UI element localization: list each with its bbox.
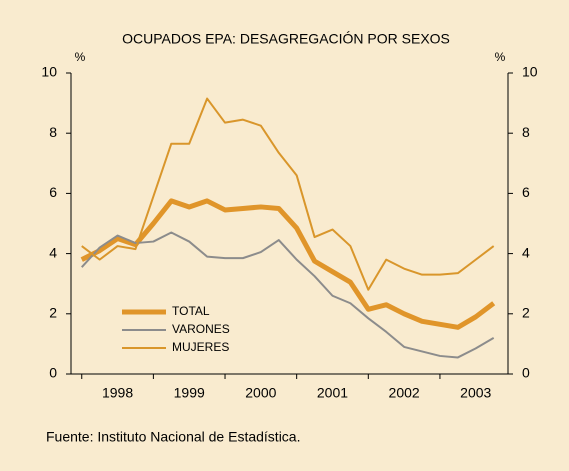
y-unit: %	[75, 50, 86, 64]
x-tick-label: 2002	[389, 385, 420, 401]
x-tick-label: 2003	[460, 385, 491, 401]
x-tick-label: 1999	[174, 385, 205, 401]
y-tick-label: 6	[49, 184, 57, 200]
source: Fuente: Instituto Nacional de Estadístic…	[46, 429, 300, 445]
legend-label: TOTAL	[172, 304, 210, 318]
y2-tick-label: 6	[522, 184, 530, 200]
y-tick-label: 0	[49, 365, 57, 381]
chart-title: OCUPADOS EPA: DESAGREGACIÓN POR SEXOS	[122, 31, 450, 47]
legend-label: MUJERES	[172, 340, 229, 354]
y2-tick-label: 8	[522, 124, 530, 140]
line-series	[81, 97, 495, 291]
x-tick-label: 2000	[245, 385, 276, 401]
x-tick-label: 2001	[317, 385, 348, 401]
y-tick-label: 8	[49, 124, 57, 140]
line-series	[81, 231, 495, 359]
y2-tick-label: 0	[522, 365, 530, 381]
x-tick-label: 1998	[102, 385, 133, 401]
y-tick-label: 4	[49, 244, 57, 260]
y2-unit: %	[495, 50, 506, 64]
legend-label: VARONES	[172, 322, 230, 336]
y-tick-label: 2	[49, 305, 57, 321]
y2-tick-label: 2	[522, 305, 530, 321]
line-series	[80, 198, 496, 330]
y2-tick-label: 10	[522, 64, 538, 80]
y2-tick-label: 4	[522, 244, 530, 260]
y-tick-label: 10	[41, 64, 57, 80]
